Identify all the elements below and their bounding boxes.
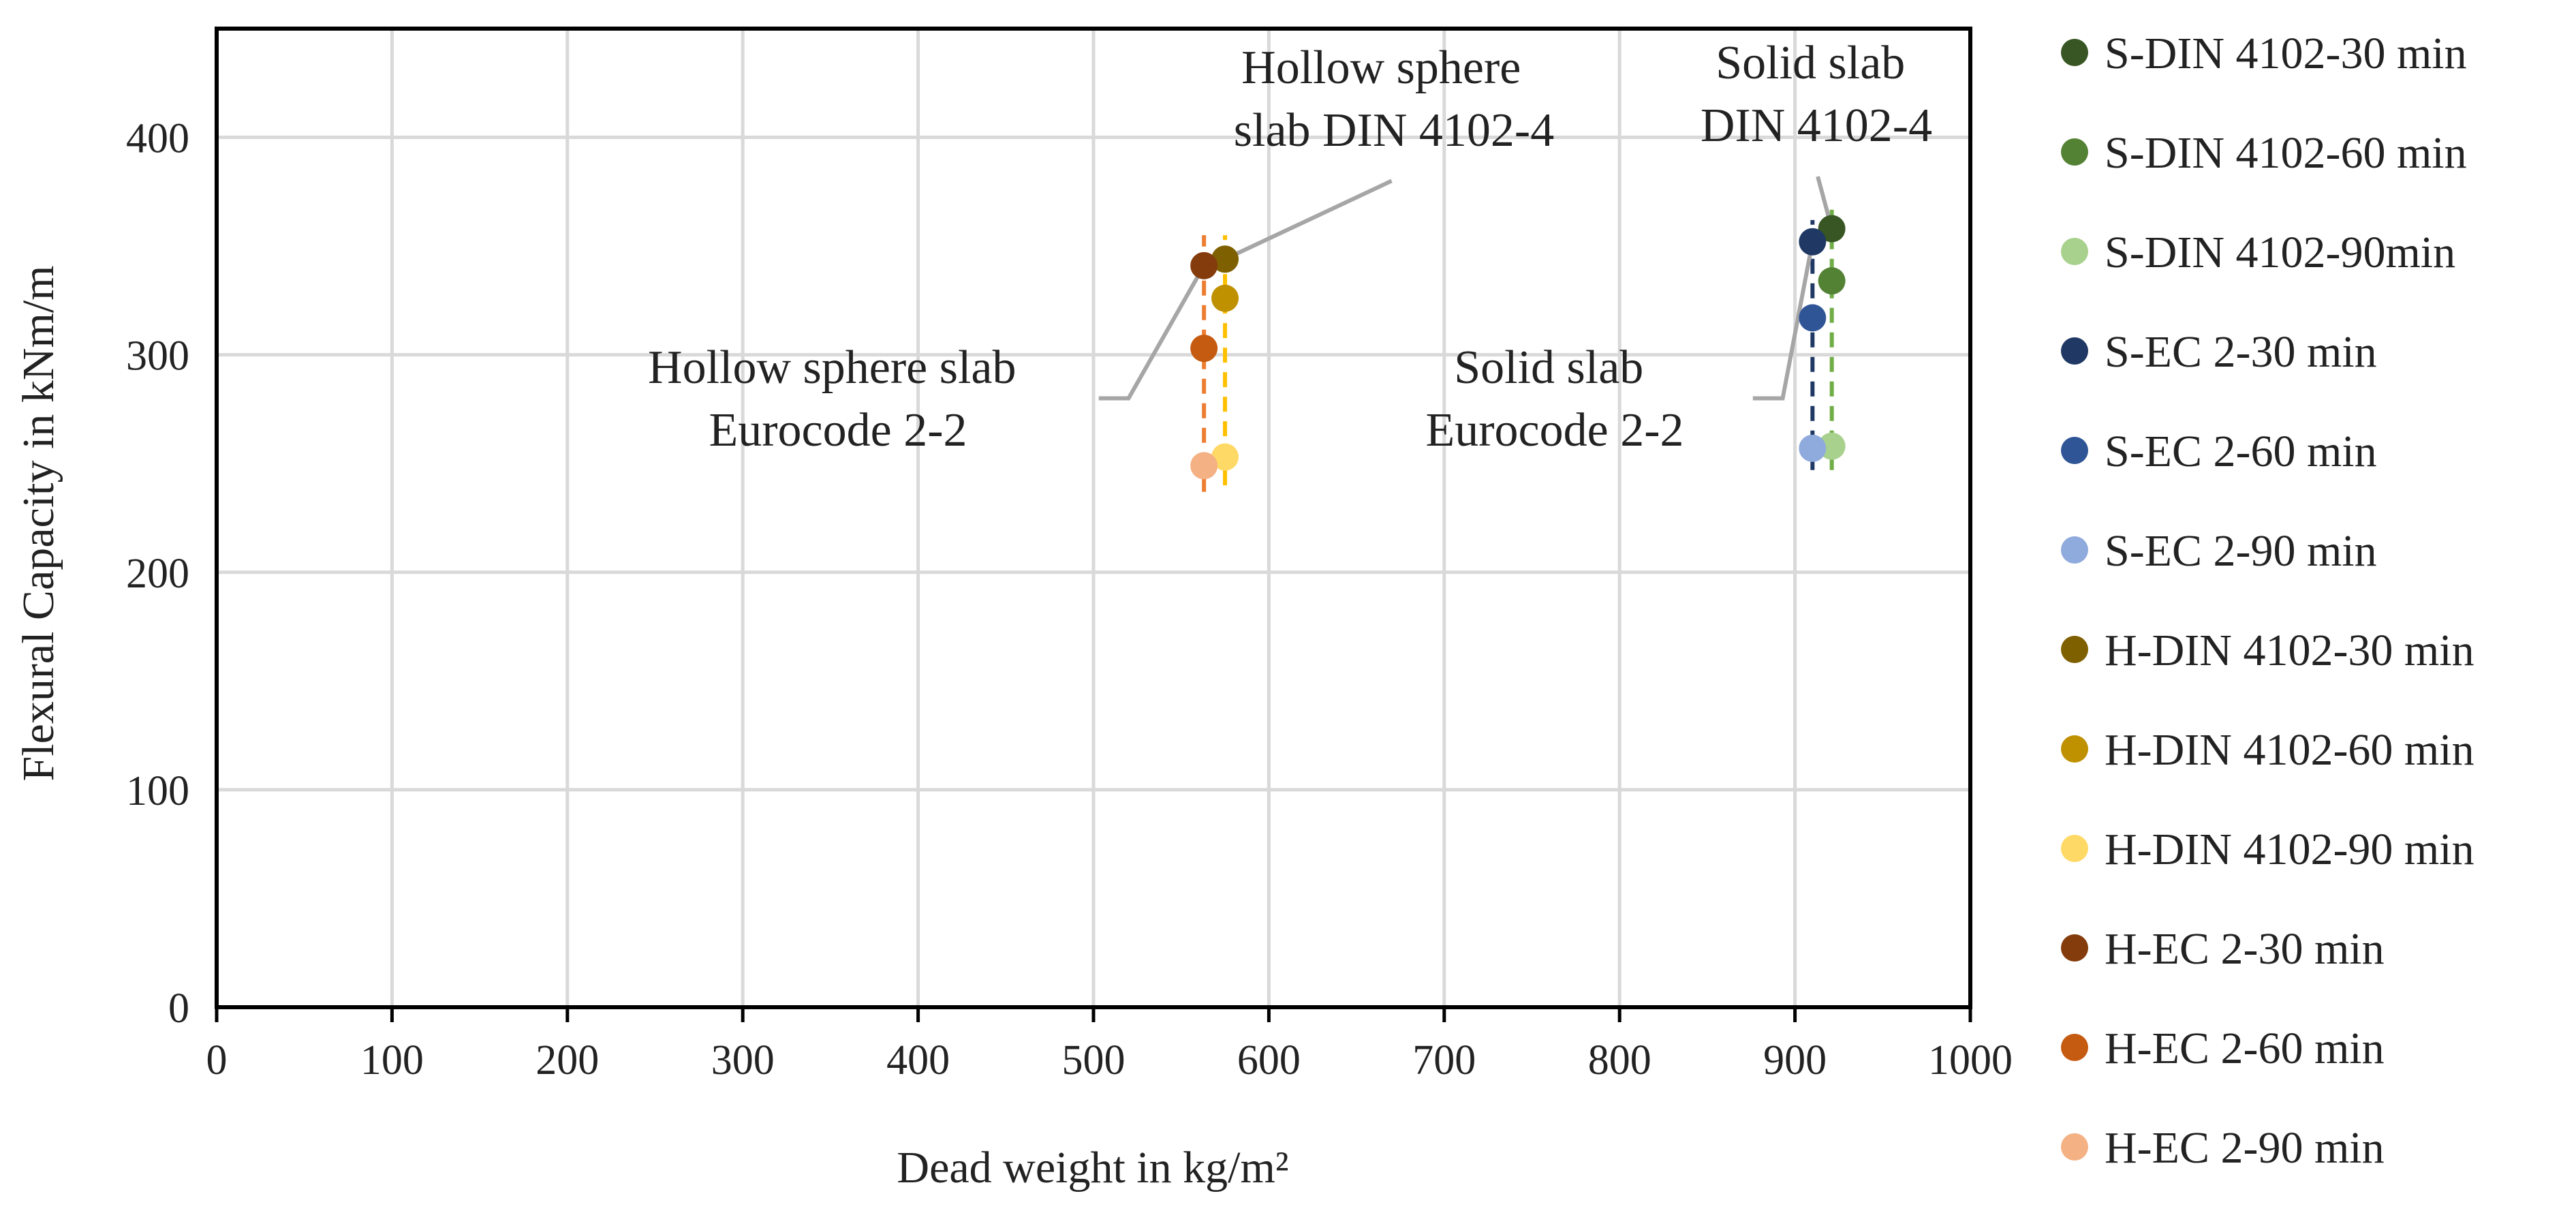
legend-marker [2061, 934, 2088, 962]
data-point [1818, 215, 1846, 243]
annotation-leader [1752, 241, 1815, 401]
legend-marker [2061, 1034, 2088, 1061]
x-tick-label: 400 [886, 1037, 950, 1084]
legend-marker [2061, 39, 2088, 66]
legend-label: H-EC 2-60 min [2105, 1024, 2385, 1073]
legend-marker [2061, 337, 2088, 365]
legend-marker [2061, 437, 2088, 464]
annotations: Hollow sphere slab DIN 4102-4 Solid slab… [648, 37, 1932, 457]
x-tick-label: 100 [360, 1037, 424, 1084]
legend: S-DIN 4102-30 min S-DIN 4102-60 min S-DIN … [2061, 29, 2474, 1173]
legend-label: S-EC 2-60 min [2105, 427, 2377, 476]
legend-marker [2061, 636, 2088, 663]
annotation-leader [1224, 179, 1393, 261]
annotation-line: slab DIN 4102-4 [1234, 104, 1554, 157]
legend-label: H-DIN 4102-60 min [2105, 725, 2474, 775]
y-tick-label: 0 [168, 985, 189, 1032]
x-tick-labels: 0 100 200 300 400 500 600 700 800 900 1000 [206, 1037, 2013, 1084]
x-tick-label: 700 [1412, 1037, 1476, 1084]
y-tick-label: 300 [126, 333, 189, 380]
annotation-solid-din: Solid slab DIN 4102-4 [1701, 37, 1932, 152]
data-point [1799, 304, 1827, 332]
data-point [1190, 452, 1218, 480]
annotation-hollow-din: Hollow sphere slab DIN 4102-4 [1234, 42, 1554, 157]
data-point [1211, 443, 1239, 471]
gridlines [217, 29, 1970, 1007]
legend-label: H-DIN 4102-90 min [2105, 825, 2474, 874]
x-tick-label: 1000 [1928, 1037, 2013, 1084]
annotation-line: Eurocode 2-2 [1425, 404, 1683, 457]
data-point [1799, 434, 1827, 462]
annotation-leader [1098, 264, 1206, 401]
x-tick-label: 200 [536, 1037, 599, 1084]
x-tick-label: 500 [1062, 1037, 1126, 1084]
legend-label: S-EC 2-30 min [2105, 327, 2377, 377]
legend-marker [2061, 238, 2088, 265]
y-tick-label: 400 [126, 116, 189, 162]
legend-marker [2061, 536, 2088, 564]
legend-label: H-DIN 4102-30 min [2105, 626, 2474, 675]
legend-marker [2061, 138, 2088, 166]
annotation-line: Hollow sphere slab [648, 341, 1016, 394]
x-tick-label: 300 [711, 1037, 775, 1084]
legend-label: S-DIN 4102-90min [2105, 228, 2455, 277]
dashed-lines [1202, 202, 1834, 492]
x-tick-label: 900 [1763, 1037, 1827, 1084]
x-tick-label: 0 [206, 1037, 228, 1084]
annotation-line: Solid slab [1716, 37, 1905, 89]
data-point [1818, 267, 1846, 295]
data-points [1190, 215, 1846, 480]
legend-marker [2061, 1133, 2088, 1161]
y-tick-labels: 0 100 200 300 400 [126, 116, 189, 1032]
legend-label: H-EC 2-30 min [2105, 924, 2385, 974]
data-point [1211, 284, 1239, 312]
legend-label: S-DIN 4102-30 min [2105, 29, 2467, 78]
legend-marker [2061, 735, 2088, 763]
annotation-hollow-ec: Hollow sphere slab Eurocode 2-2 [648, 341, 1028, 457]
legend-label: H-EC 2-90 min [2105, 1123, 2385, 1173]
data-point [1190, 251, 1218, 279]
annotation-solid-ec: Solid slab Eurocode 2-2 [1425, 341, 1683, 457]
annotation-line: Hollow sphere [1241, 42, 1521, 94]
x-tick-label: 600 [1237, 1037, 1301, 1084]
data-point [1190, 335, 1218, 363]
x-tick-label: 800 [1588, 1037, 1651, 1084]
y-axis-title: Flexural Capacity in kNm/m [14, 265, 63, 781]
annotation-line: Solid slab [1454, 341, 1643, 394]
legend-label: S-EC 2-90 min [2105, 526, 2377, 576]
annotation-line: Eurocode 2-2 [709, 404, 967, 457]
legend-label: S-DIN 4102-60 min [2105, 128, 2467, 178]
axes [215, 27, 1972, 1022]
y-tick-label: 100 [126, 768, 189, 814]
data-point [1211, 245, 1239, 273]
annotation-line: DIN 4102-4 [1701, 99, 1932, 152]
data-point [1799, 228, 1827, 256]
x-axis-title: Dead weight in kg/m² [897, 1143, 1288, 1193]
y-tick-label: 200 [126, 551, 189, 597]
legend-marker [2061, 835, 2088, 862]
